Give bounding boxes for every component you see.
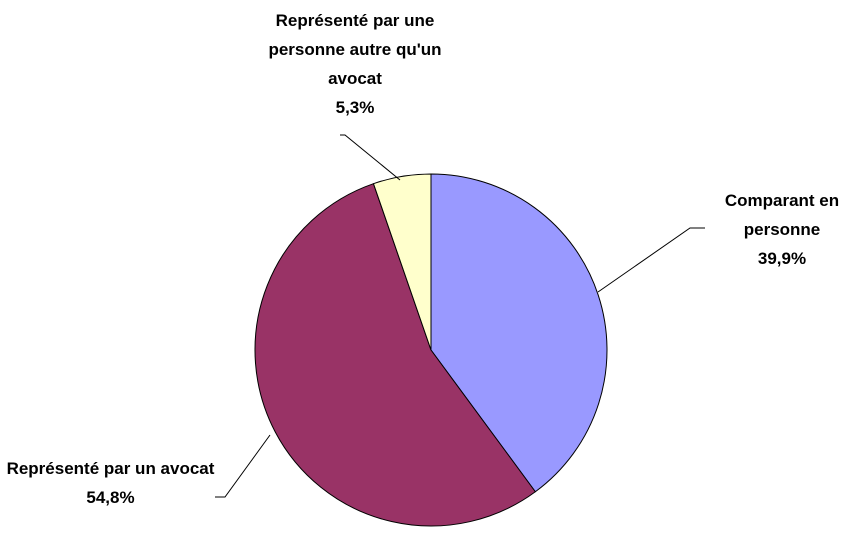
category-label: Comparant en personne <box>724 191 840 239</box>
value-label: 54,8% <box>86 488 135 507</box>
leader-line <box>215 434 271 498</box>
category-label: Représenté par un avocat <box>6 459 215 478</box>
value-label: 39,9% <box>757 249 807 268</box>
pie-slice <box>372 173 432 351</box>
slice-label: Comparant en personne 39,9% <box>702 186 862 273</box>
category-label: Représenté par une personne autre qu'un … <box>268 11 442 88</box>
leader-line <box>340 134 401 181</box>
value-label: 5,3% <box>335 98 375 117</box>
pie-slice <box>430 173 608 493</box>
slice-label: Représenté par une personne autre qu'un … <box>250 6 460 122</box>
slice-label: Représenté par un avocat 54,8% <box>3 454 218 512</box>
leader-line <box>597 227 705 293</box>
pie-slice <box>254 183 537 527</box>
